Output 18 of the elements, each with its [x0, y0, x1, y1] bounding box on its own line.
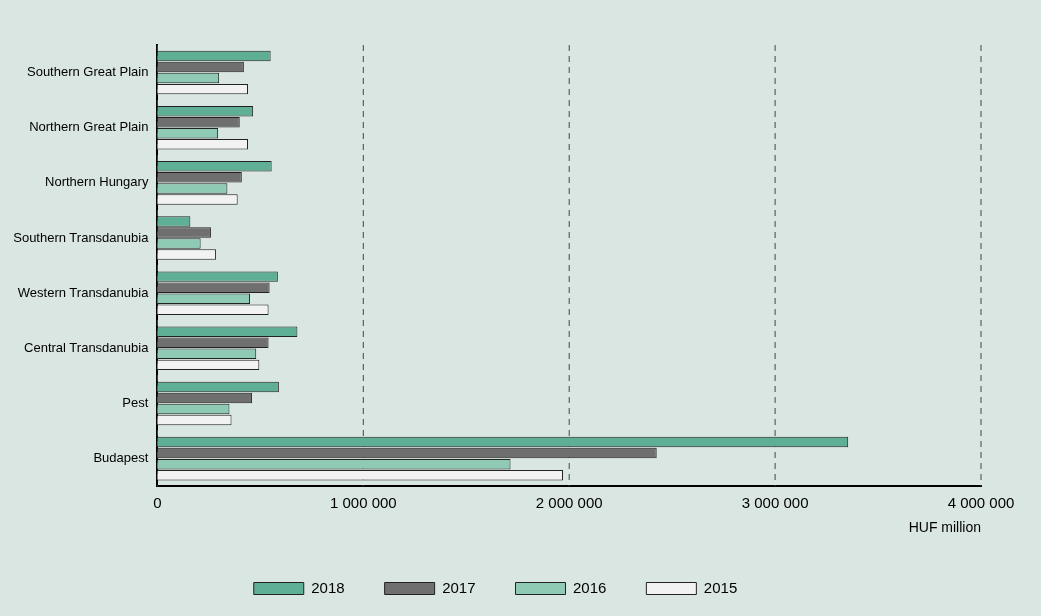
y-tick-label: Budapest	[93, 450, 149, 466]
y-tick-label: Western Transdanubia	[17, 284, 150, 300]
x-tick-label: 3 000 000	[741, 494, 809, 512]
x-axis-title: HUF million	[908, 519, 981, 536]
x-tick-label: 1 000 000	[329, 494, 397, 512]
y-tick-label: Central Transdanubia	[24, 339, 150, 355]
x-tick-label: 2 000 000	[535, 494, 603, 512]
legend-label: 2016	[573, 578, 607, 596]
x-tick-label: 0	[153, 494, 162, 512]
x-tick-label: 4 000 000	[947, 494, 1015, 512]
y-tick-label: Southern Transdanubia	[13, 229, 150, 245]
y-tick-label: Southern Great Plain	[26, 64, 149, 80]
y-tick-label: Pest	[122, 395, 149, 411]
legend-label: 2017	[442, 578, 476, 596]
y-tick-label: Northern Great Plain	[29, 119, 149, 135]
legend-label: 2018	[311, 578, 345, 596]
legend-label: 2015	[703, 578, 738, 596]
y-tick-label: Northern Hungary	[45, 174, 149, 190]
